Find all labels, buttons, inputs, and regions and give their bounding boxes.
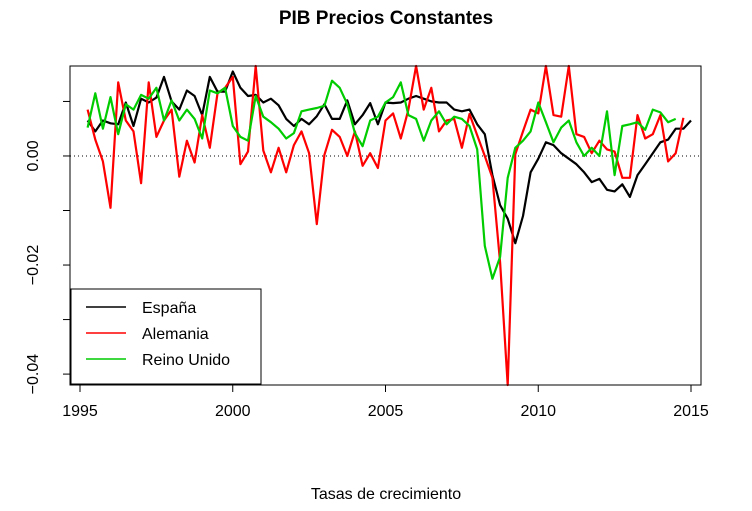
chart-title: PIB Precios Constantes — [279, 8, 493, 29]
x-axis: 1995 2000 2005 2010 2015 — [62, 385, 709, 420]
y-tick-label: −0.02 — [25, 245, 42, 286]
x-tick-label: 2015 — [673, 403, 709, 420]
y-tick-label: −0.04 — [25, 354, 42, 395]
x-tick-label: 2005 — [368, 403, 404, 420]
x-tick-label: 1995 — [62, 403, 98, 420]
legend-entry: Alemania — [142, 326, 209, 343]
x-tick-label: 2010 — [520, 403, 556, 420]
legend-box — [70, 288, 262, 385]
y-tick-label: 0.00 — [25, 140, 42, 171]
legend: España Alemania Reino Unido — [70, 288, 262, 385]
series-line-reino-unido — [86, 79, 677, 280]
x-axis-label: Tasas de crecimiento — [311, 486, 461, 503]
series-layer — [86, 64, 692, 387]
series-line-españa — [86, 70, 692, 245]
series-line-alemania — [86, 64, 685, 387]
legend-entry: Reino Unido — [142, 352, 230, 369]
y-axis: −0.04 −0.02 0.00 — [25, 100, 70, 395]
x-tick-label: 2000 — [215, 403, 251, 420]
legend-entry: España — [142, 300, 196, 317]
